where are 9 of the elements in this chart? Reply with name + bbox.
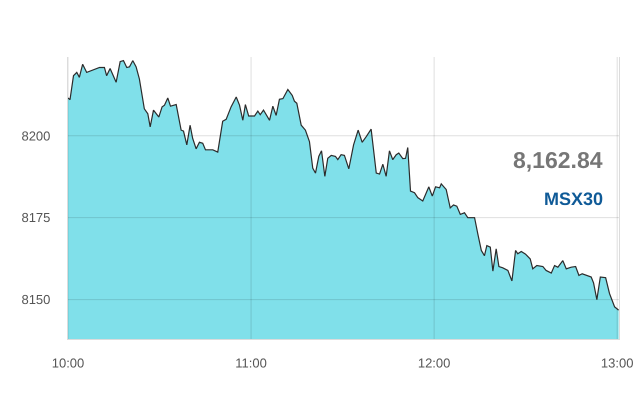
annotation: MSX30 [544,189,604,209]
y-tick-label: 8150 [21,292,50,308]
x-tick-label: 10:00 [52,356,84,371]
x-tick-label: 11:00 [235,356,267,371]
x-tick-label: 13:00 [600,356,634,371]
y-tick-label: 8200 [21,128,50,144]
y-tick-label: 8175 [21,210,50,226]
annotation: 8,162.84 [513,147,603,173]
x-tick-label: 12:00 [418,356,450,371]
